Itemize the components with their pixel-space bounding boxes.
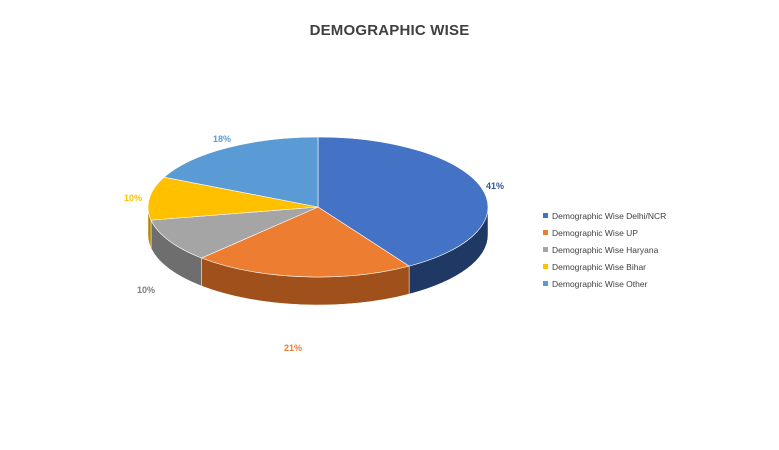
pie-slice-2 bbox=[150, 206, 319, 259]
pie-slice-4 bbox=[163, 136, 319, 208]
pie-tops bbox=[147, 136, 489, 278]
data-label-4: 18% bbox=[213, 134, 231, 144]
data-label-2: 10% bbox=[137, 285, 155, 295]
pie-slice-0 bbox=[317, 136, 489, 267]
legend-label-0: Demographic Wise Delhi/NCR bbox=[552, 210, 667, 221]
legend-item-3: Demographic Wise Bihar bbox=[543, 258, 666, 275]
legend-swatch-0 bbox=[543, 213, 548, 218]
data-label-3: 10% bbox=[124, 193, 142, 203]
legend-swatch-1 bbox=[543, 230, 548, 235]
pie-slice-1 bbox=[200, 206, 410, 278]
legend-label-2: Demographic Wise Haryana bbox=[552, 244, 659, 255]
legend-item-4: Demographic Wise Other bbox=[543, 275, 666, 292]
legend-item-2: Demographic Wise Haryana bbox=[543, 241, 666, 258]
legend-label-1: Demographic Wise UP bbox=[552, 227, 638, 238]
legend-label-3: Demographic Wise Bihar bbox=[552, 261, 647, 272]
legend-swatch-2 bbox=[543, 247, 548, 252]
legend-swatch-4 bbox=[543, 281, 548, 286]
pie-labels: 41% 21% 10% 10% 18% bbox=[124, 134, 504, 353]
pie-slice-3 bbox=[147, 176, 319, 221]
chart-title: DEMOGRAPHIC WISE bbox=[309, 22, 470, 39]
legend: Demographic Wise Delhi/NCR Demographic Wi… bbox=[543, 207, 666, 292]
legend-swatch-3 bbox=[543, 264, 548, 269]
legend-item-1: Demographic Wise UP bbox=[543, 224, 666, 241]
legend-label-4: Demographic Wise Other bbox=[552, 278, 648, 289]
data-label-0: 41% bbox=[486, 181, 504, 191]
legend-item-0: Demographic Wise Delhi/NCR bbox=[543, 207, 666, 224]
data-label-1: 21% bbox=[284, 343, 302, 353]
